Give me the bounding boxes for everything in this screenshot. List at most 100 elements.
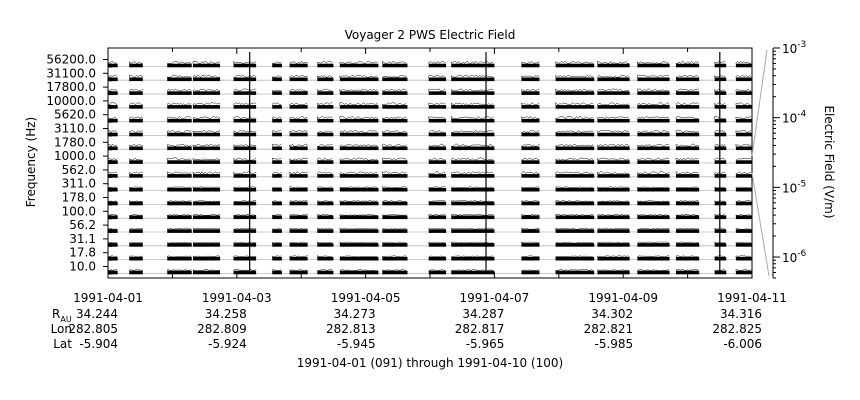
trace-segment: [735, 105, 752, 109]
trace-segment: [714, 91, 727, 95]
trace-segment: [428, 91, 447, 95]
trace-noise: [289, 60, 308, 64]
trace-segment: [521, 160, 540, 164]
trace-segment: [317, 229, 334, 233]
trace-segment: [193, 174, 221, 178]
channel-edge-marker: [109, 229, 112, 234]
trace-segment: [555, 256, 595, 261]
trace-segment: [637, 105, 670, 109]
trace-noise: [233, 241, 257, 244]
trace-noise: [428, 143, 446, 147]
trace-noise: [675, 200, 699, 202]
trace-segment: [735, 77, 752, 82]
trace-segment: [521, 256, 540, 261]
trace-segment: [129, 243, 143, 247]
trace-segment: [193, 229, 221, 233]
trace-segment: [129, 229, 143, 233]
trace-noise: [129, 214, 143, 216]
trace-segment: [167, 187, 192, 192]
trace-segment: [193, 256, 221, 261]
trace-segment: [289, 270, 308, 275]
trace-segment: [521, 201, 540, 206]
trace-noise: [675, 227, 699, 230]
trace-noise: [192, 157, 221, 161]
trace-noise: [107, 228, 118, 230]
trace-noise: [521, 255, 540, 258]
trace-segment: [714, 270, 727, 275]
trace-noise: [129, 255, 143, 258]
trace-segment: [597, 91, 630, 95]
trace-segment: [339, 77, 379, 82]
trace-segment: [735, 187, 752, 192]
trace-segment: [521, 132, 540, 137]
trace-segment: [289, 229, 308, 233]
y-tick-label: 1000.0: [54, 149, 96, 163]
trace-segment: [382, 77, 408, 82]
trace-noise: [675, 60, 699, 65]
trace-segment: [317, 256, 334, 261]
trace-noise: [735, 171, 751, 175]
trace-noise: [428, 186, 446, 189]
channel-edge-marker: [109, 201, 112, 206]
trace-segment: [317, 132, 334, 137]
trace-noise: [107, 129, 118, 133]
trace-segment: [451, 215, 495, 220]
trace-noise: [382, 255, 407, 258]
trace-segment: [451, 201, 495, 206]
trace-noise: [637, 241, 669, 244]
trace-segment: [735, 132, 752, 137]
trace-segment: [317, 215, 334, 220]
trace-noise: [714, 75, 726, 78]
y-tick-label: 562.0: [62, 163, 96, 177]
trace-segment: [714, 105, 727, 109]
trace-segment: [167, 105, 192, 109]
trace-segment: [676, 146, 700, 151]
trace-segment: [339, 174, 379, 178]
trace-segment: [714, 77, 727, 82]
trace-noise: [597, 88, 629, 92]
channel-edge-marker: [109, 270, 112, 275]
trace-noise: [714, 157, 726, 161]
trace-noise: [129, 227, 143, 230]
trace-noise: [428, 214, 446, 216]
trace-noise: [428, 255, 446, 258]
y-tick-label: 56.2: [69, 218, 96, 232]
colorbar: 10-3 10-4 10-5 10-6: [751, 40, 807, 279]
trace-segment: [735, 215, 752, 220]
trace-segment: [108, 270, 118, 275]
trace-segment: [597, 187, 630, 192]
x-tick-label: 1991-04-09: [588, 291, 658, 305]
trace-noise: [233, 60, 257, 64]
trace-noise: [714, 143, 726, 147]
trace-segment: [339, 63, 379, 68]
trace-segment: [233, 201, 257, 206]
trace-noise: [637, 213, 669, 216]
trace-segment: [193, 118, 221, 123]
trace-noise: [129, 74, 143, 78]
trace-noise: [555, 74, 594, 78]
trace-noise: [271, 242, 282, 244]
trace-noise: [521, 171, 540, 175]
trace-noise: [289, 269, 308, 271]
trace-noise: [192, 74, 221, 78]
trace-segment: [428, 118, 447, 123]
trace-segment: [272, 215, 282, 220]
trace-segment: [555, 132, 595, 137]
trace-segment: [339, 229, 379, 233]
trace-segment: [676, 63, 700, 68]
trace-segment: [167, 63, 192, 68]
trace-segment: [129, 270, 143, 275]
trace-segment: [272, 174, 282, 178]
trace-noise: [382, 157, 407, 161]
trace-segment: [272, 63, 282, 68]
trace-noise: [271, 129, 282, 133]
trace-noise: [597, 143, 630, 147]
trace-segment: [289, 160, 308, 164]
trace-noise: [675, 186, 699, 189]
trace-segment: [735, 91, 752, 95]
trace-noise: [166, 88, 192, 92]
trace-noise: [339, 116, 378, 120]
trace-segment: [637, 118, 670, 123]
trace-segment: [289, 77, 308, 82]
trace-noise: [637, 255, 669, 258]
